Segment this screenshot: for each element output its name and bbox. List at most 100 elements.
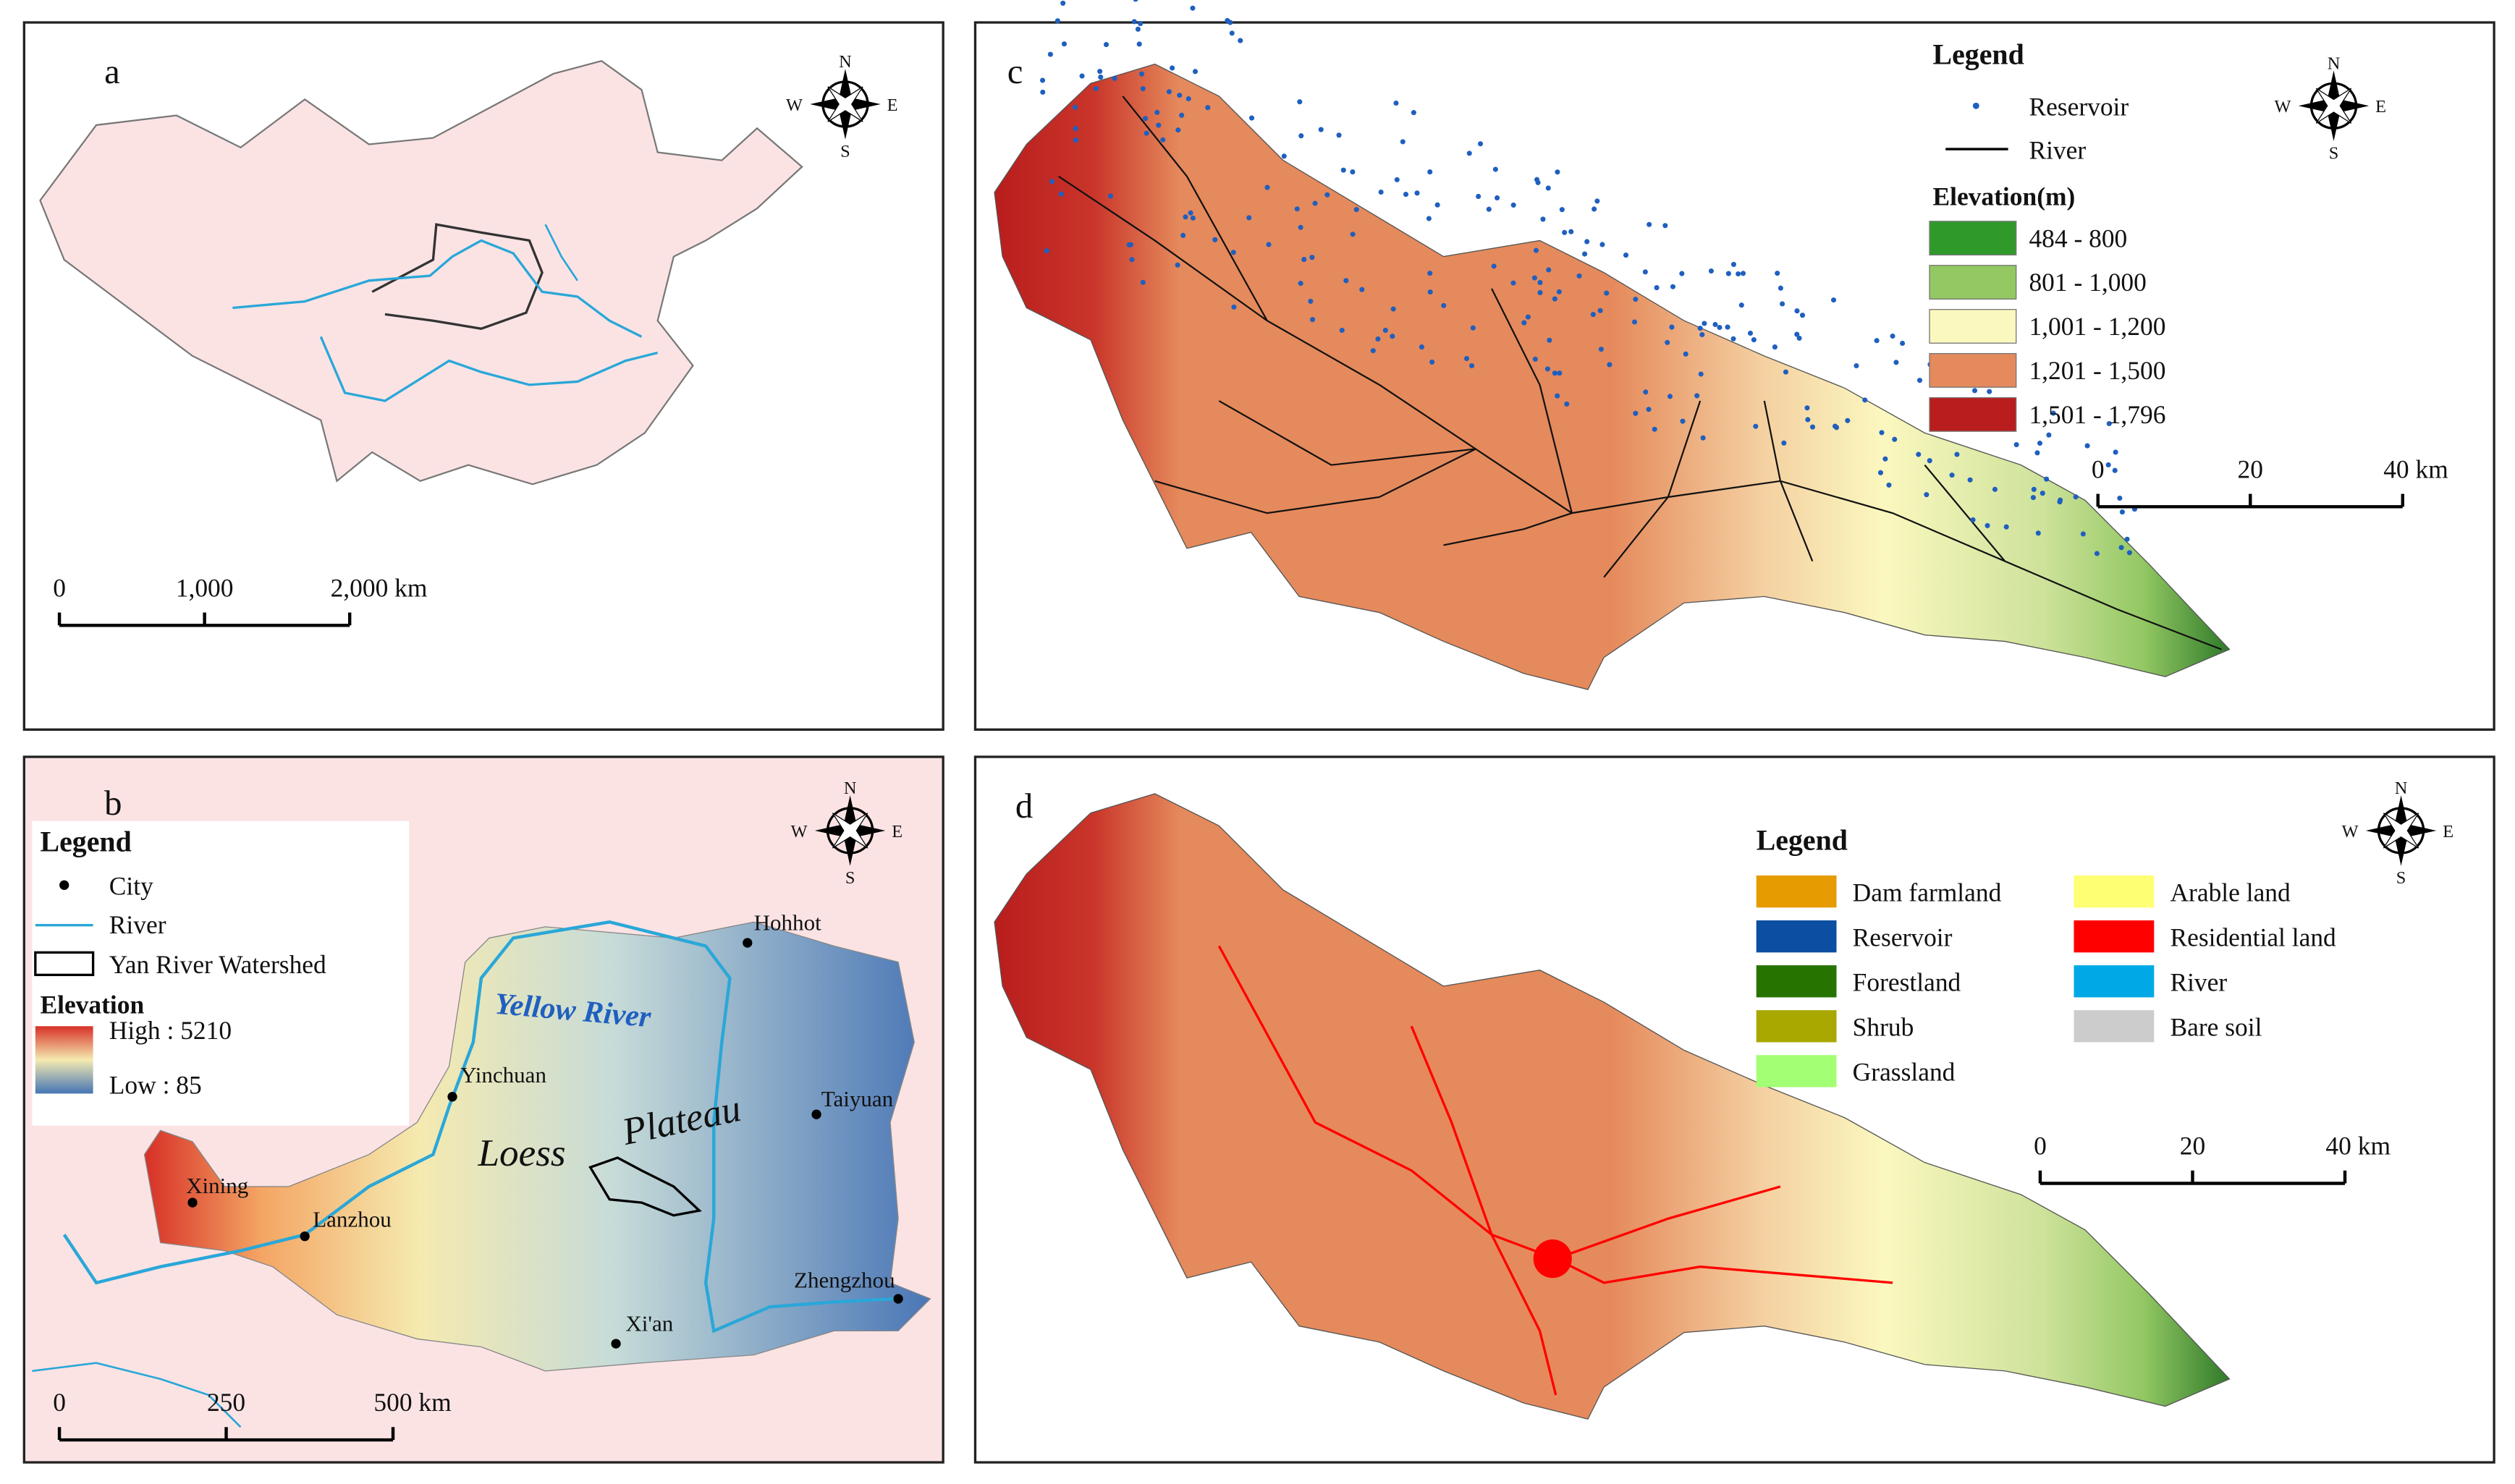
reservoir-dot xyxy=(1318,127,1324,132)
panel-c xyxy=(994,0,2231,690)
compass-e: E xyxy=(2443,822,2453,841)
legend-label: Reservoir xyxy=(2029,93,2129,122)
reservoir-dot xyxy=(1893,360,1899,365)
reservoir-dot xyxy=(1916,451,1922,457)
scale-label: 0 xyxy=(53,1388,66,1417)
reservoir-dot xyxy=(1185,96,1191,102)
legend-label: 1,501 - 1,796 xyxy=(2029,400,2165,429)
reservoir-dot xyxy=(1394,177,1400,182)
panel-label: b xyxy=(104,784,122,823)
reservoir-dot xyxy=(1751,337,1757,343)
reservoir-dot xyxy=(1061,41,1068,47)
reservoir-dot xyxy=(1712,321,1718,328)
reservoir-dot xyxy=(1778,285,1783,291)
reservoir-dot xyxy=(1246,215,1252,221)
reservoir-dot xyxy=(1804,405,1810,411)
reservoir-dot xyxy=(1044,248,1049,254)
legend-label: Shrub xyxy=(1853,1013,1914,1042)
reservoir-dot xyxy=(1175,262,1180,268)
reservoir-dot xyxy=(1205,105,1211,111)
reservoir-dot xyxy=(1679,271,1685,276)
reservoir-dot xyxy=(1097,69,1103,75)
reservoir-dot xyxy=(1400,139,1406,145)
reservoir-dot xyxy=(1845,417,1851,423)
compass-s: S xyxy=(845,868,855,888)
reservoir-dot xyxy=(1227,20,1233,25)
reservoir-dot xyxy=(1916,378,1923,383)
reservoir-dot xyxy=(1698,371,1704,377)
reservoir-dot xyxy=(1564,401,1570,407)
reservoir-dot xyxy=(2094,551,2100,556)
reservoir-dot xyxy=(1359,287,1365,292)
reservoir-dot xyxy=(1730,336,1736,342)
region-outline xyxy=(371,223,544,331)
reservoir-dot xyxy=(2046,432,2052,438)
reservoir-dot xyxy=(1647,221,1652,227)
reservoir-dot xyxy=(2034,450,2040,456)
reservoir-dot xyxy=(1556,289,1562,294)
reservoir-dot xyxy=(1599,242,1605,247)
legend-label: Forestland xyxy=(1853,968,1961,997)
reservoir-dot xyxy=(1491,263,1497,269)
reservoir-dot xyxy=(1495,195,1500,201)
reservoir-dot xyxy=(1190,5,1196,11)
legend-label: Bare soil xyxy=(2170,1013,2262,1042)
reservoir-dot xyxy=(1830,297,1837,303)
reservoir-dot xyxy=(1350,169,1356,175)
reservoir-dot xyxy=(1805,417,1811,423)
reservoir-dot xyxy=(1427,271,1433,276)
reservoir-dot xyxy=(1390,306,1396,312)
legend-reservoir-symbol xyxy=(1972,102,1979,109)
reservoir-dot xyxy=(1192,69,1199,75)
reservoir-dot xyxy=(1971,388,1978,394)
reservoir-dot xyxy=(1984,522,1990,528)
city-point xyxy=(447,1092,457,1102)
reservoir-dot xyxy=(1297,99,1303,105)
legend-swatch xyxy=(1756,965,1837,998)
reservoir-dot xyxy=(1582,251,1588,257)
reservoir-dot xyxy=(1476,193,1481,200)
legend-swatch xyxy=(2074,965,2155,998)
reservoir-dot xyxy=(1890,333,1895,339)
china-outline xyxy=(39,60,803,486)
reservoir-dot xyxy=(1309,317,1316,323)
scale-label: 0 xyxy=(2034,1132,2047,1161)
reservoir-dot xyxy=(1546,267,1552,273)
reservoir-dot xyxy=(1736,271,1741,277)
scale-label: 1,000 xyxy=(176,573,234,602)
reservoir-dot xyxy=(1631,319,1638,325)
reservoir-dot xyxy=(1545,185,1551,191)
reservoir-dot xyxy=(1170,65,1175,71)
reservoir-dot xyxy=(1730,261,1737,267)
reservoir-dot xyxy=(1633,296,1639,302)
reservoir-dot xyxy=(1954,451,1960,457)
reservoir-dot xyxy=(1725,324,1730,330)
reservoir-dot xyxy=(1492,166,1498,172)
reservoir-dot xyxy=(1809,424,1816,430)
reservoir-dot xyxy=(1780,301,1785,307)
reservoir-dot xyxy=(1180,232,1186,238)
river xyxy=(232,239,643,338)
legend-label: 801 - 1,000 xyxy=(2029,268,2146,297)
map-shape xyxy=(1443,512,1573,546)
reservoir-dot xyxy=(1324,192,1330,198)
map-shape xyxy=(1555,1258,1893,1284)
reservoir-dot xyxy=(1854,362,1859,369)
reservoir-dot xyxy=(1073,126,1078,132)
legend-label: Residential land xyxy=(2170,923,2336,951)
scale-label: 0 xyxy=(2092,454,2105,483)
reservoir-dot xyxy=(1166,89,1172,95)
city-label: Hohhot xyxy=(754,910,821,935)
map-shape xyxy=(1122,96,1268,321)
reservoir-dot xyxy=(1393,100,1399,106)
reservoir-dot xyxy=(1949,472,1955,478)
reservoir-dot xyxy=(1594,198,1600,204)
reservoir-dot xyxy=(1643,389,1649,395)
compass-e: E xyxy=(2375,97,2386,116)
city-point xyxy=(187,1197,198,1208)
reservoir-dot xyxy=(1568,229,1574,234)
reservoir-dot xyxy=(1683,351,1688,357)
legend-title: Legend xyxy=(40,826,131,858)
